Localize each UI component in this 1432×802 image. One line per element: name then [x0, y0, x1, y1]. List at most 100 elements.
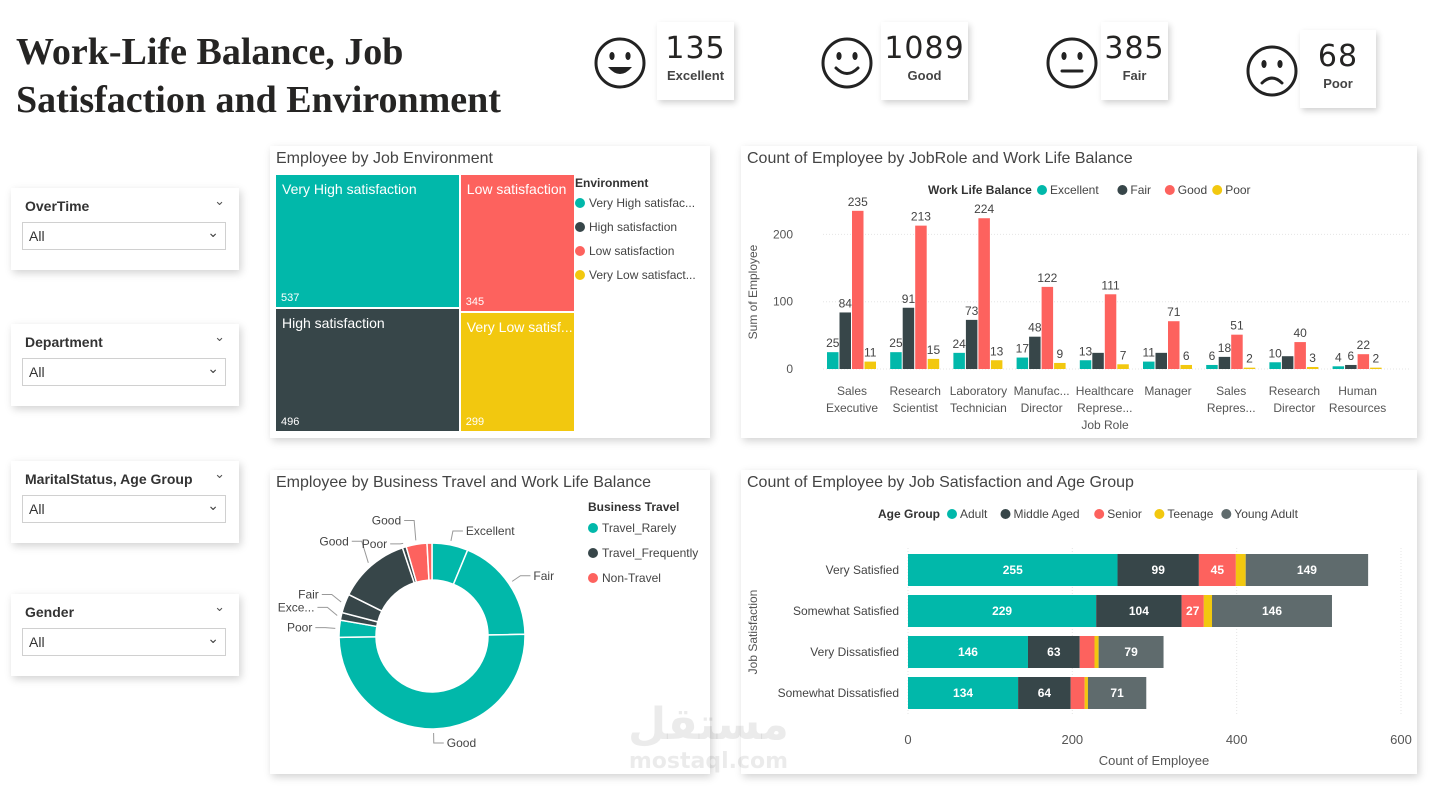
treemap-cell[interactable]: Low satisfaction 345: [459, 174, 575, 313]
treemap-legend-item[interactable]: High satisfaction: [575, 220, 705, 234]
jobrole-bar[interactable]: [1345, 364, 1357, 369]
satisfaction-bar-segment[interactable]: [1198, 554, 1236, 586]
collapse-chevron-icon[interactable]: ⌄: [214, 194, 225, 209]
jobrole-data-label: 7: [1120, 348, 1127, 362]
slicer-dropdown[interactable]: All ⌄: [22, 495, 226, 523]
x-tick-label: Director: [1273, 401, 1315, 415]
satisfaction-bar-segment[interactable]: [1070, 677, 1085, 709]
jobrole-bar[interactable]: [1180, 364, 1193, 369]
face-outline: [821, 37, 873, 89]
jobrole-bar[interactable]: [1054, 362, 1066, 369]
slicer-dropdown[interactable]: All ⌄: [22, 358, 226, 386]
satisfaction-bar-segment[interactable]: [1018, 677, 1071, 709]
jobrole-bar[interactable]: [965, 319, 978, 369]
collapse-chevron-icon[interactable]: ⌄: [214, 330, 225, 345]
jobrole-bar[interactable]: [864, 361, 877, 369]
jobrole-bar[interactable]: [1117, 364, 1129, 369]
jobrole-bar[interactable]: [1155, 352, 1168, 369]
treemap-cell[interactable]: High satisfaction 496: [275, 308, 460, 432]
watermark: مستقل mostaql.com: [628, 700, 789, 774]
treemap-legend-item[interactable]: Low satisfaction: [575, 244, 705, 258]
satisfaction-bar-segment[interactable]: [1203, 595, 1213, 627]
jobrole-bar[interactable]: [1168, 321, 1180, 369]
donut-data-label: Good: [447, 736, 476, 750]
satisfaction-chart: Age Group Adult Middle Aged Senior Teenage Yo…: [746, 507, 1412, 768]
watermark-latin: mostaql.com: [628, 749, 789, 774]
satisfaction-bar-segment[interactable]: [1235, 554, 1246, 586]
treemap-legend-item[interactable]: Very High satisfac...: [575, 196, 705, 210]
jobrole-bar[interactable]: [1294, 342, 1306, 369]
satisfaction-bar-segment[interactable]: [1096, 595, 1182, 627]
donut-legend-item[interactable]: Non-Travel: [588, 571, 708, 585]
donut-legend-item[interactable]: Travel_Rarely: [588, 521, 708, 535]
satisfaction-bar-segment[interactable]: [908, 636, 1028, 668]
donut-slice[interactable]: [338, 633, 526, 730]
slicer-title: Gender: [25, 604, 75, 620]
satisfaction-bar-segment[interactable]: [1098, 636, 1164, 668]
jobrole-bar[interactable]: [1332, 366, 1345, 369]
x-tick-label: Represe...: [1077, 401, 1132, 415]
donut-slice[interactable]: [426, 542, 433, 581]
jobrole-bar[interactable]: [1370, 367, 1382, 369]
collapse-chevron-icon[interactable]: ⌄: [214, 467, 225, 482]
neutral-face-icon: [1046, 37, 1098, 89]
satisfaction-bar-segment[interactable]: [1084, 677, 1088, 709]
jobrole-bar[interactable]: [1029, 336, 1041, 369]
jobrole-bar[interactable]: [1206, 364, 1218, 369]
collapse-chevron-icon[interactable]: ⌄: [214, 600, 225, 615]
jobrole-data-label: 22: [1357, 338, 1371, 352]
jobrole-bar[interactable]: [1092, 352, 1104, 369]
jobrole-bar[interactable]: [1269, 362, 1281, 369]
legend-dot: [575, 246, 585, 256]
treemap-legend-item[interactable]: Very Low satisfact...: [575, 268, 705, 282]
jobrole-bar[interactable]: [1357, 354, 1370, 369]
legend-label: Travel_Rarely: [602, 521, 677, 535]
jobrole-bar[interactable]: [1079, 360, 1092, 369]
treemap-cell[interactable]: Very Low satisf... 299: [459, 312, 575, 432]
satisfaction-bar-segment[interactable]: [908, 677, 1019, 709]
treemap-cell[interactable]: Very High satisfaction 537: [275, 174, 460, 309]
donut-legend-item[interactable]: Travel_Frequently: [588, 546, 708, 560]
jobrole-bar[interactable]: [1143, 361, 1155, 369]
jobrole-bar[interactable]: [1016, 357, 1029, 369]
satisfaction-bar-segment[interactable]: [1027, 636, 1080, 668]
donut-slice[interactable]: [452, 549, 526, 636]
jobrole-bar[interactable]: [1041, 286, 1054, 369]
satisfaction-bar-segment[interactable]: [908, 595, 1097, 627]
x-tick-label: Sales: [837, 384, 867, 398]
jobrole-bar[interactable]: [827, 352, 839, 369]
donut-leader-line: [433, 732, 444, 744]
satisfaction-bar-segment[interactable]: [908, 554, 1118, 586]
satisfaction-bar-segment[interactable]: [1245, 554, 1369, 586]
jobrole-bar[interactable]: [902, 307, 915, 369]
satisfaction-bar-segment[interactable]: [1181, 595, 1204, 627]
satisfaction-bar-segment[interactable]: [1212, 595, 1332, 627]
jobrole-data-label: 235: [848, 195, 868, 209]
jobrole-bar[interactable]: [915, 225, 927, 369]
satisfaction-bar-segment[interactable]: [1079, 636, 1095, 668]
jobrole-bar[interactable]: [978, 218, 990, 369]
slicer-dropdown[interactable]: All ⌄: [22, 628, 226, 656]
jobrole-bar[interactable]: [1218, 356, 1231, 369]
jobrole-bar[interactable]: [890, 352, 902, 369]
jobrole-bar[interactable]: [953, 352, 965, 369]
jobrole-bar[interactable]: [1306, 366, 1319, 369]
x-axis-label: Count of Employee: [1099, 753, 1210, 768]
jobrole-bar[interactable]: [1104, 294, 1117, 369]
jobrole-bar[interactable]: [927, 358, 940, 369]
jobrole-bar[interactable]: [1243, 367, 1256, 369]
slicer-value: All: [29, 228, 45, 244]
legend-dot: [1154, 509, 1165, 519]
jobrole-bar[interactable]: [852, 210, 864, 369]
satisfaction-bar-segment[interactable]: [1087, 677, 1147, 709]
jobrole-bar[interactable]: [839, 312, 852, 369]
jobrole-bar[interactable]: [990, 360, 1003, 369]
slicer-dropdown[interactable]: All ⌄: [22, 222, 226, 250]
satisfaction-data-label: 79: [1124, 645, 1138, 659]
slicer-title: MaritalStatus, Age Group: [25, 471, 193, 487]
legend-label: Non-Travel: [602, 571, 661, 585]
jobrole-bar[interactable]: [1281, 356, 1294, 369]
satisfaction-bar-segment[interactable]: [1117, 554, 1199, 586]
jobrole-bar[interactable]: [1231, 334, 1243, 369]
satisfaction-bar-segment[interactable]: [1094, 636, 1099, 668]
